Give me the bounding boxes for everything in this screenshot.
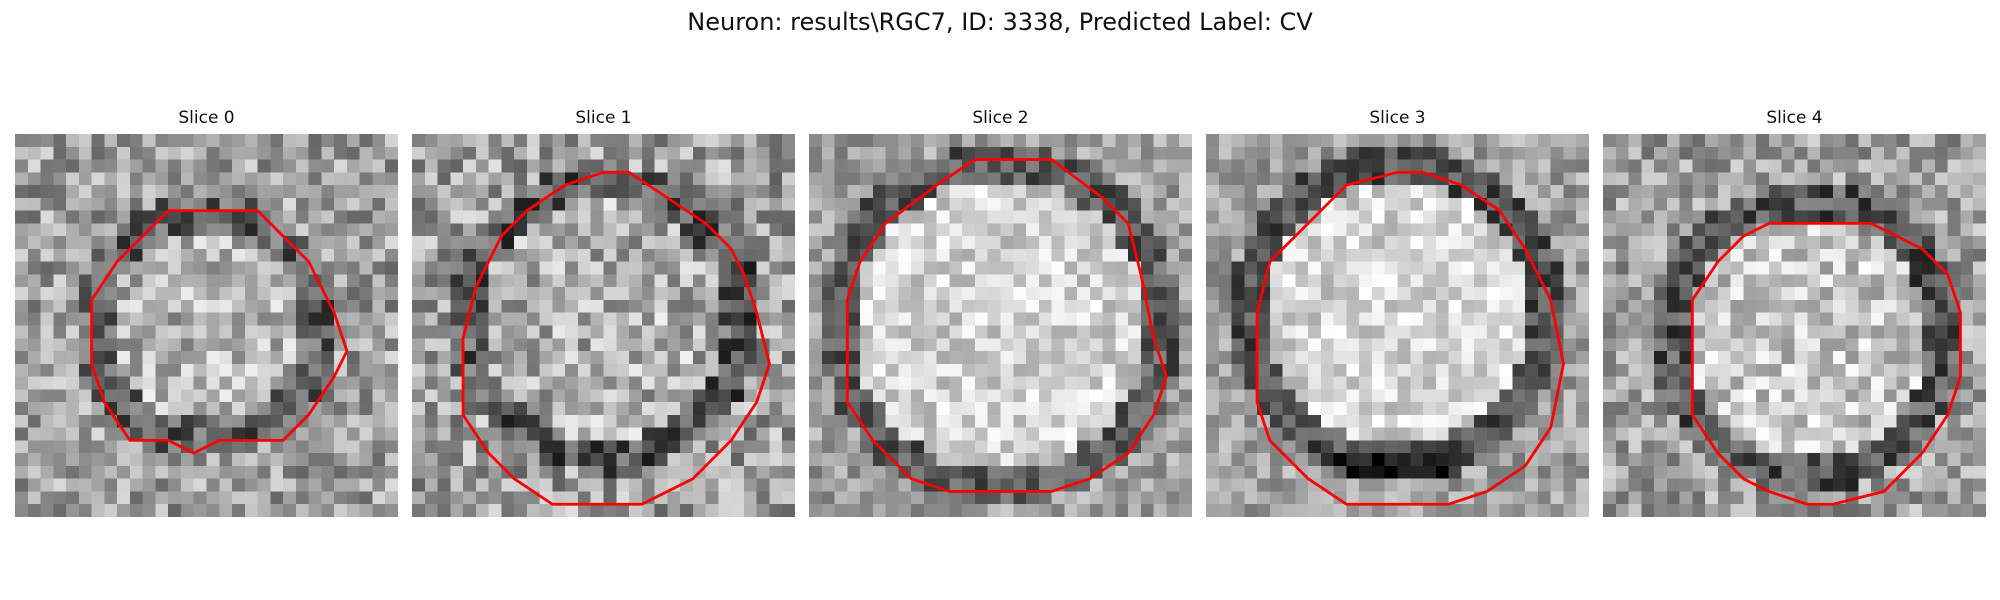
slice-title: Slice 1 <box>575 108 632 128</box>
slice-image <box>412 134 795 517</box>
slice-panels: Slice 0 Slice 1 Slice 2 Slice 3 Slice 4 <box>15 108 1986 528</box>
figure-title: Neuron: results\RGC7, ID: 3338, Predicte… <box>687 8 1313 36</box>
slice-image <box>1603 134 1986 517</box>
segmentation-contour <box>461 170 771 506</box>
slice-3-svg <box>1206 134 1589 517</box>
slice-title: Slice 3 <box>1369 108 1426 128</box>
segmentation-contour <box>845 158 1168 493</box>
slice-title: Slice 4 <box>1766 108 1823 128</box>
slice-2-svg <box>809 134 1192 517</box>
slice-panel-3: Slice 3 <box>1206 108 1589 528</box>
slice-panel-1: Slice 1 <box>412 108 795 528</box>
slice-panel-4: Slice 4 <box>1603 108 1986 528</box>
slice-image <box>1206 134 1589 517</box>
segmentation-contour <box>90 209 349 455</box>
segmentation-contour <box>1255 170 1565 506</box>
segmentation-contour <box>1690 221 1962 506</box>
slice-0-svg <box>15 134 398 517</box>
slice-title: Slice 0 <box>178 108 235 128</box>
slice-panel-2: Slice 2 <box>809 108 1192 528</box>
slice-1-svg <box>412 134 795 517</box>
slice-4-svg <box>1603 134 1986 517</box>
slice-image <box>809 134 1192 517</box>
slice-panel-0: Slice 0 <box>15 108 398 528</box>
slice-image <box>15 134 398 517</box>
slice-title: Slice 2 <box>972 108 1029 128</box>
